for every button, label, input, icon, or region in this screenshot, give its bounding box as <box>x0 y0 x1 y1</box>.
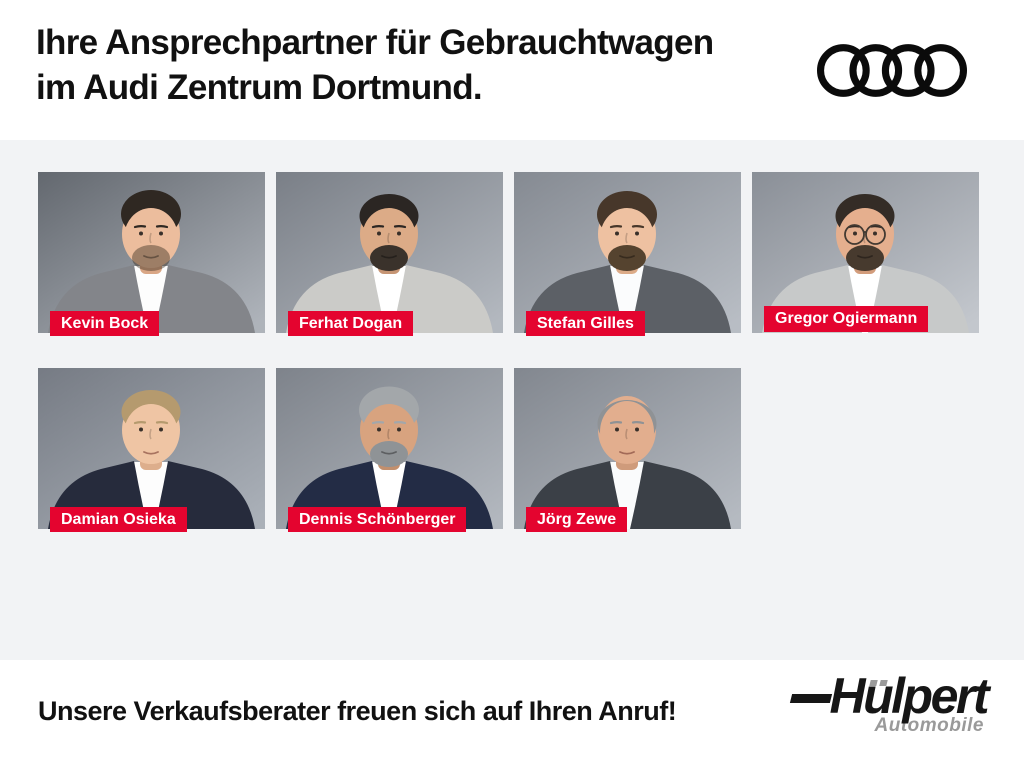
person-card: Stefan Gilles <box>514 172 741 336</box>
header: Ihre Ansprechpartner für Gebrauchtwagen … <box>0 0 1024 140</box>
person-card: Damian Osieka <box>38 368 265 532</box>
person-name: Ferhat Dogan <box>299 315 403 332</box>
dealer-name-h: H <box>829 668 865 724</box>
person-name: Stefan Gilles <box>537 315 634 332</box>
dealer-logo: Hulpert Automobile <box>787 668 989 737</box>
name-tag: Ferhat Dogan <box>288 311 414 336</box>
person-card: Jörg Zewe <box>514 368 741 532</box>
name-tag: Kevin Bock <box>50 311 160 336</box>
person-card: Gregor Ogiermann <box>752 172 979 333</box>
portrait-photo <box>38 172 265 333</box>
person-name: Jörg Zewe <box>537 511 617 528</box>
dealer-umlaut-u: u <box>863 668 894 724</box>
portrait-photo <box>38 368 265 529</box>
portrait-photo <box>276 368 503 529</box>
portrait-photo <box>514 368 741 529</box>
name-tag: Jörg Zewe <box>526 507 628 532</box>
name-tag: Damian Osieka <box>50 507 187 532</box>
footer-text: Unsere Verkaufsberater freuen sich auf I… <box>38 696 677 726</box>
person-name: Gregor Ogiermann <box>775 310 918 327</box>
footer: Unsere Verkaufsberater freuen sich auf I… <box>0 660 1024 768</box>
person-card: Ferhat Dogan <box>276 172 503 336</box>
page-title: Ihre Ansprechpartner für Gebrauchtwagen … <box>36 20 714 110</box>
person-name: Dennis Schönberger <box>299 511 456 528</box>
name-tag: Dennis Schönberger <box>288 507 467 532</box>
person-card: Dennis Schönberger <box>276 368 503 532</box>
audi-rings-icon <box>817 44 967 97</box>
person-card: Kevin Bock <box>38 172 265 336</box>
dealer-name-rest: lpert <box>891 668 989 724</box>
portrait-photo <box>276 172 503 333</box>
name-tag: Stefan Gilles <box>526 311 645 336</box>
person-name: Damian Osieka <box>61 511 176 528</box>
page-title-line1: Ihre Ansprechpartner für Gebrauchtwagen <box>36 23 714 62</box>
people-grid: Kevin Bock Ferhat Dogan Stefan Gilles Gr… <box>0 140 1024 660</box>
page-title-line2: im Audi Zentrum Dortmund. <box>36 68 483 107</box>
person-name: Kevin Bock <box>61 315 149 332</box>
portrait-photo <box>514 172 741 333</box>
dealer-logo-name: Hulpert <box>787 668 989 724</box>
grid-row-1: Kevin Bock Ferhat Dogan Stefan Gilles Gr… <box>38 172 979 336</box>
grid-row-2: Damian Osieka Dennis Schönberger Jörg Ze… <box>38 368 741 532</box>
name-tag: Gregor Ogiermann <box>764 306 929 332</box>
